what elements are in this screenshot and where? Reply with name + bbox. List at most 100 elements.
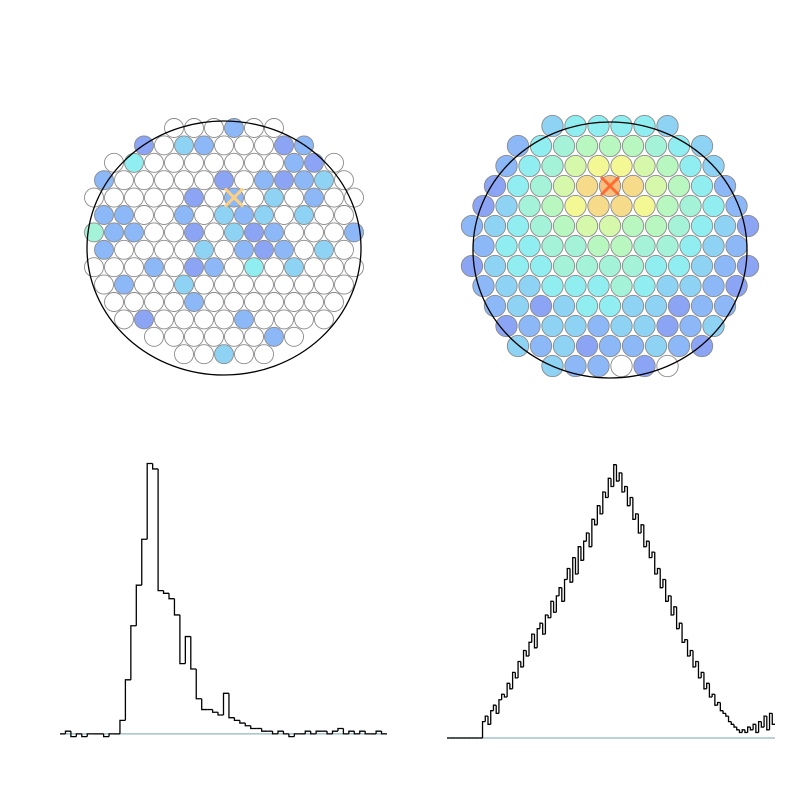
histogram-bin <box>670 595 674 616</box>
sensor <box>184 187 204 208</box>
sensor <box>144 292 164 312</box>
sensor <box>194 309 214 330</box>
histogram-bin <box>684 638 688 643</box>
sensor <box>274 170 294 191</box>
sensor <box>244 326 264 347</box>
sensor <box>124 222 144 243</box>
sensor <box>314 170 334 191</box>
sensor <box>679 314 702 338</box>
sensor <box>264 152 284 173</box>
sensor <box>679 234 702 258</box>
sensor <box>294 205 314 225</box>
sensor <box>144 222 164 243</box>
histogram-bin <box>141 538 148 586</box>
sensor <box>529 294 553 318</box>
sensor <box>194 344 214 365</box>
histogram-bin <box>522 649 527 667</box>
histogram-bin <box>689 649 693 656</box>
histogram-bin <box>490 710 494 725</box>
sensor <box>644 134 668 158</box>
histogram-bin <box>725 713 729 717</box>
histogram-bin <box>525 650 529 657</box>
sensor <box>114 309 134 330</box>
sensor <box>713 254 737 278</box>
sensor <box>224 257 244 278</box>
sensor <box>124 152 144 173</box>
sensor <box>164 118 184 138</box>
histogram-bin <box>727 716 732 723</box>
histogram-bin <box>353 731 360 735</box>
sensor <box>284 257 304 278</box>
histogram-bin <box>640 524 644 533</box>
sensor <box>633 194 656 218</box>
sensor <box>264 222 284 243</box>
sensor <box>575 214 599 238</box>
sensor <box>656 314 679 338</box>
histogram-bin <box>602 491 606 514</box>
histogram-bin <box>760 721 765 728</box>
sensor <box>154 170 174 191</box>
sensor <box>244 257 264 278</box>
sensor <box>506 134 530 158</box>
sensor <box>587 194 610 218</box>
histogram-bin <box>686 639 691 657</box>
histogram-bin <box>733 724 737 728</box>
marker <box>599 175 621 197</box>
sensor <box>314 274 334 295</box>
histogram-bin <box>233 717 240 722</box>
sensor <box>284 187 304 208</box>
sensor <box>529 254 553 278</box>
histogram-bin <box>656 567 661 574</box>
sensor <box>204 292 224 312</box>
sensor <box>621 294 645 318</box>
histogram-bin <box>261 728 268 732</box>
histogram-bin <box>637 513 642 534</box>
sensor <box>214 135 234 156</box>
sensor <box>702 274 725 298</box>
sensor <box>541 234 564 258</box>
sensor <box>610 154 633 178</box>
histogram-bin <box>375 730 382 734</box>
sensor <box>575 334 599 358</box>
sensor <box>324 187 344 208</box>
histogram-bin <box>604 492 609 499</box>
sensor <box>587 274 610 298</box>
sensor <box>506 254 530 278</box>
sensor <box>204 326 224 347</box>
sensor <box>214 309 234 330</box>
histogram-bin <box>673 606 677 615</box>
sensor <box>725 274 748 298</box>
histogram-bin <box>659 568 663 589</box>
sensor <box>552 294 576 318</box>
sensor <box>529 214 553 238</box>
sensor <box>194 170 214 191</box>
sensor <box>495 194 518 218</box>
sensor <box>644 214 668 238</box>
sensor <box>575 134 599 158</box>
sensor <box>244 222 264 243</box>
histogram-bin <box>736 727 740 731</box>
histogram-bin <box>331 730 338 734</box>
sensor <box>483 174 507 198</box>
sensor <box>124 187 144 208</box>
sensor <box>667 334 691 358</box>
sensor <box>174 344 194 365</box>
sensor <box>690 254 714 278</box>
sensor <box>679 194 702 218</box>
sensor <box>294 274 314 295</box>
histogram-bin <box>108 733 115 737</box>
sensor <box>529 174 553 198</box>
sensor <box>633 274 656 298</box>
sensor <box>194 239 214 260</box>
sensor <box>713 174 737 198</box>
sensor <box>214 170 234 191</box>
boundary <box>472 121 748 379</box>
histogram-bin <box>514 672 519 679</box>
sensor <box>725 194 748 218</box>
histogram-bin <box>173 598 180 616</box>
histogram-bin <box>645 540 650 547</box>
sensor <box>184 292 204 312</box>
sensor <box>144 187 164 208</box>
sensor <box>304 152 324 173</box>
sensor <box>598 134 622 158</box>
